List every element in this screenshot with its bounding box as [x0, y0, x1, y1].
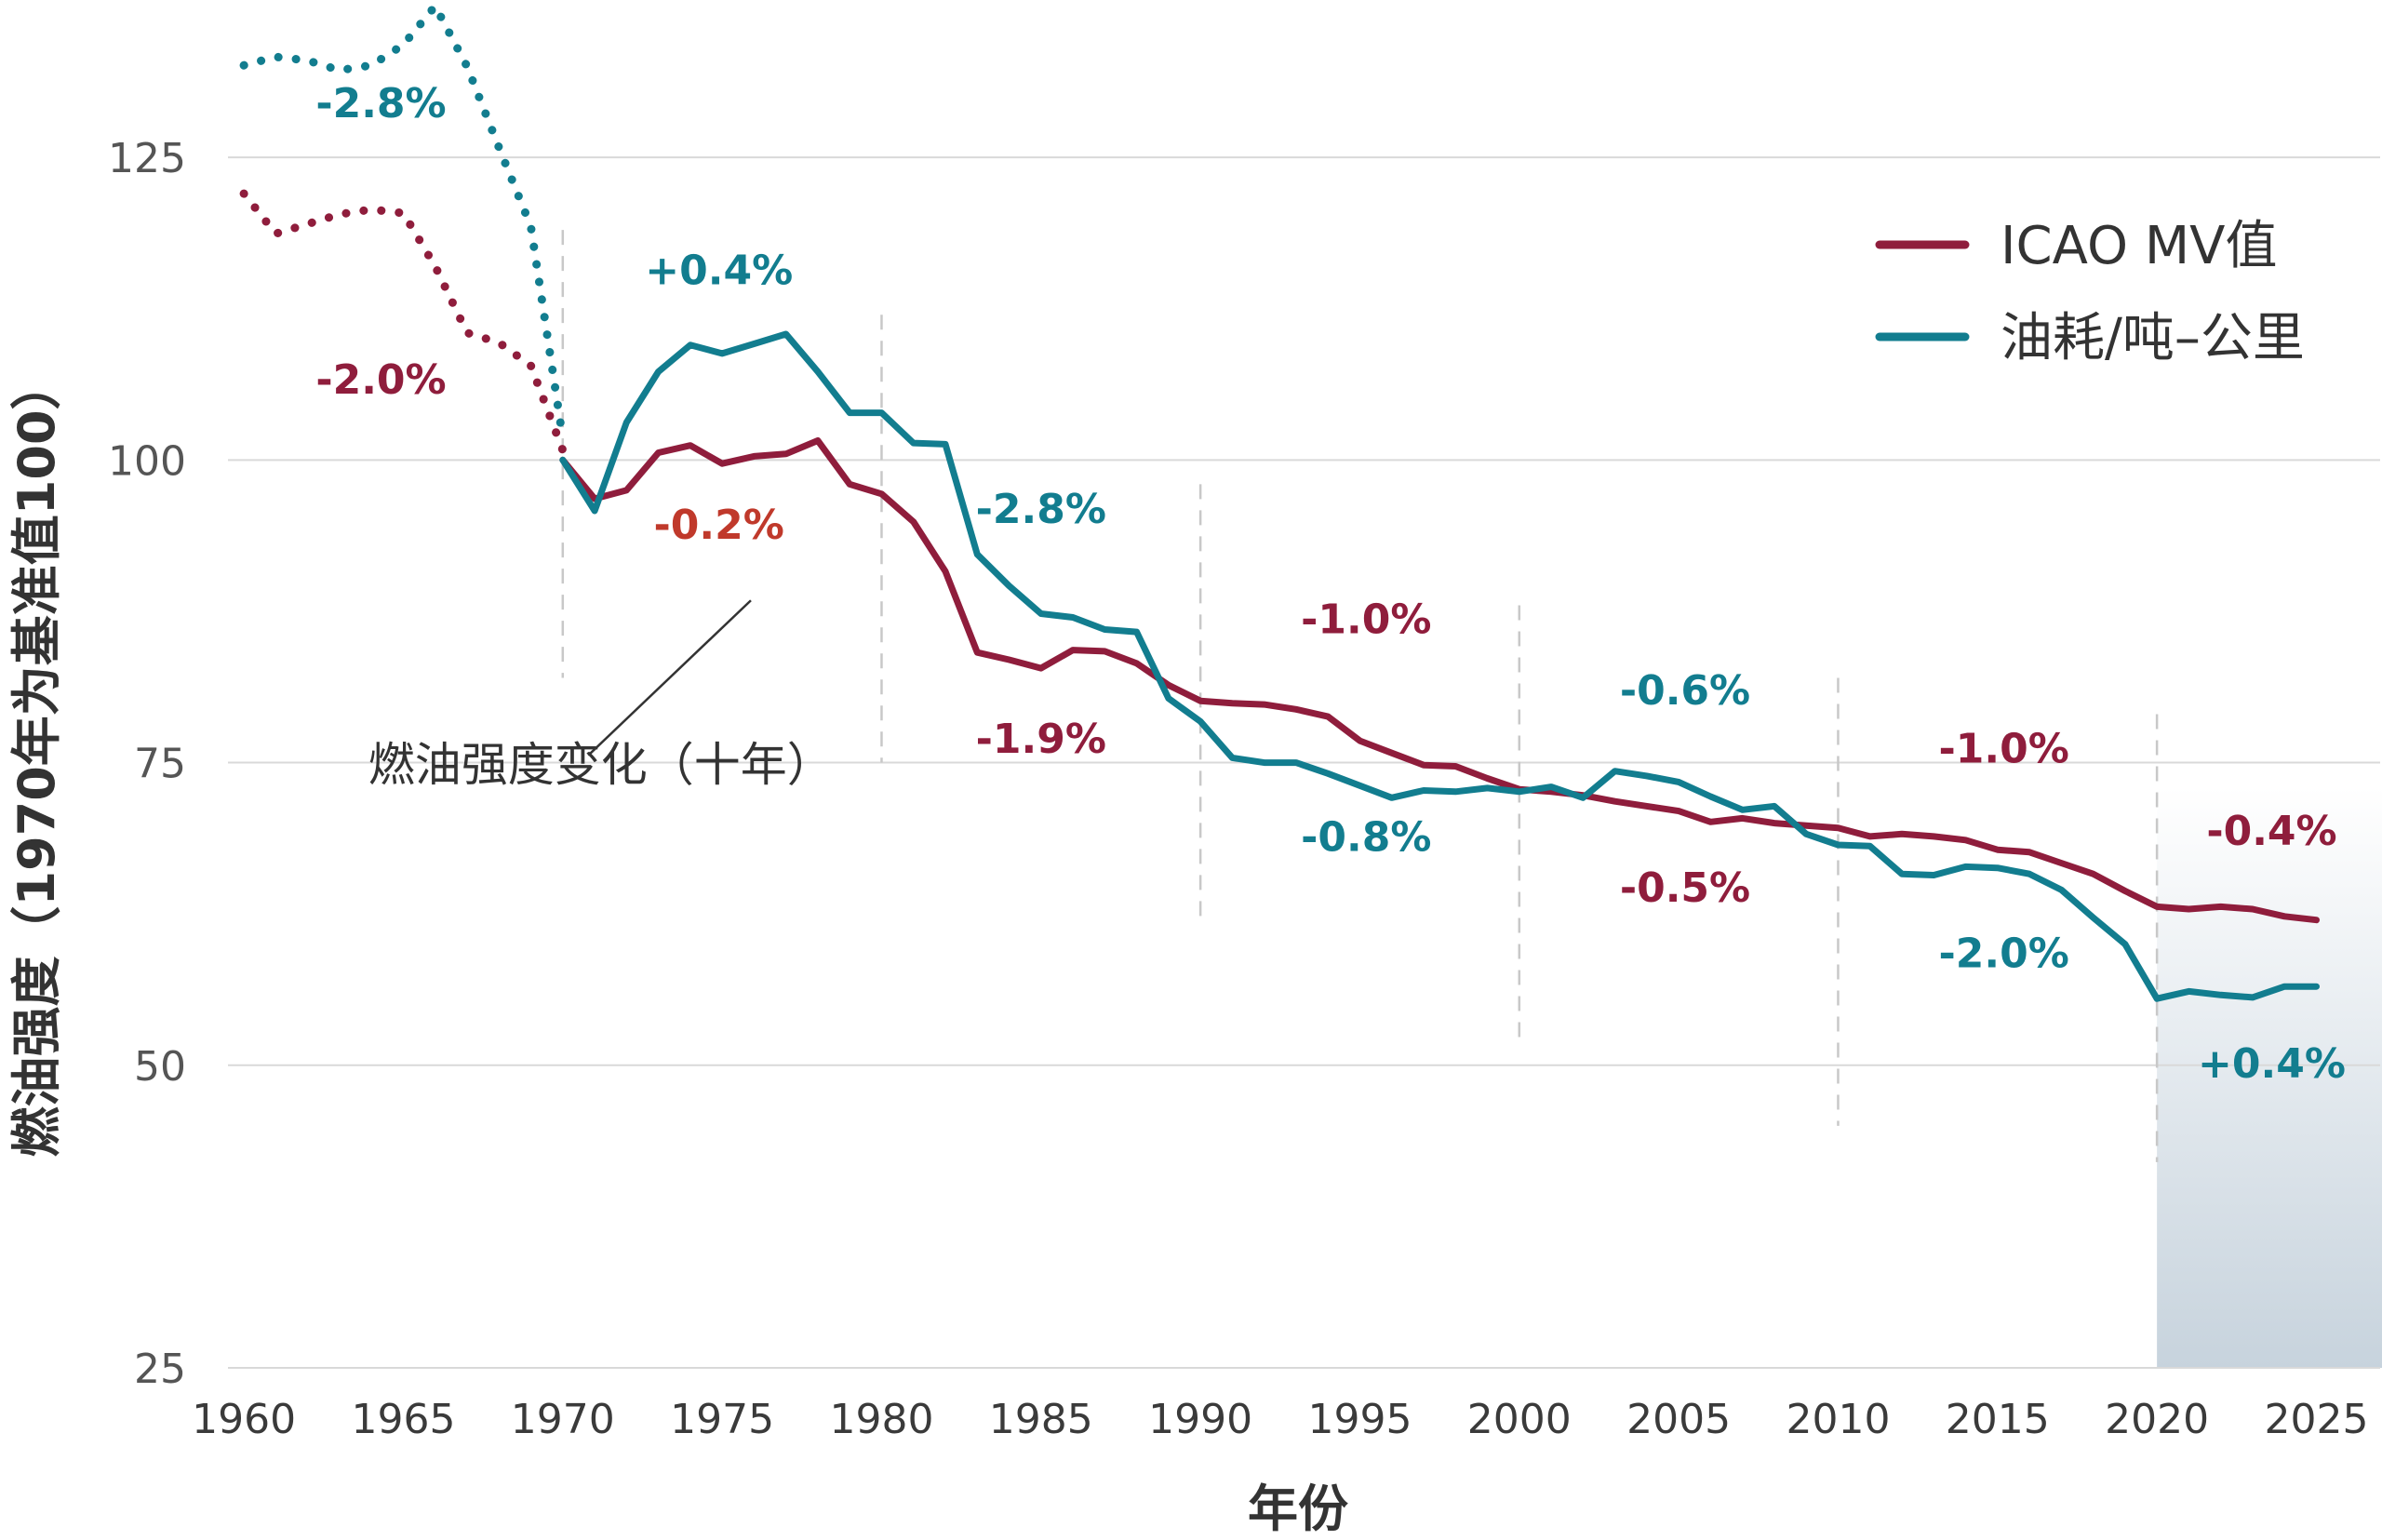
- y-tick-label: 75: [134, 741, 186, 788]
- x-axis-label: 年份: [1248, 1480, 1348, 1538]
- decade-change-label: -1.0%: [1301, 596, 1431, 643]
- y-tick-label: 125: [108, 135, 186, 182]
- decade-change-label: -2.8%: [976, 486, 1106, 533]
- series-mv-line: [559, 437, 2320, 924]
- x-axis-ticks: 1960 1965 1970 1975 1980 1985 1990 1995 2000 2005…: [192, 1396, 2368, 1443]
- x-tick-label: 1990: [1148, 1396, 1252, 1443]
- decade-change-label: -0.6%: [1620, 667, 1750, 715]
- decade-change-label: -0.8%: [1301, 814, 1431, 862]
- decade-dividers: [561, 230, 2159, 1162]
- decade-change-label: -0.2%: [654, 502, 784, 549]
- y-tick-label: 100: [108, 437, 186, 485]
- decade-change-label: -0.5%: [1620, 864, 1750, 912]
- decade-change-label: +0.4%: [645, 248, 793, 295]
- x-tick-label: 1970: [511, 1396, 615, 1443]
- legend-mv-label: ICAO MV值: [2001, 216, 2277, 276]
- legend-fuel-label: 油耗/吨–公里: [2001, 308, 2305, 368]
- annotation-text: 燃油强度变化（十年）: [368, 738, 834, 792]
- x-tick-label: 1995: [1307, 1396, 1412, 1443]
- x-tick-label: 2000: [1467, 1396, 1572, 1443]
- x-tick-label: 2025: [2264, 1396, 2368, 1443]
- x-tick-label: 2005: [1626, 1396, 1731, 1443]
- y-axis-ticks: 25 50 75 100 125: [108, 135, 186, 1393]
- decade-change-label: +0.4%: [2198, 1040, 2346, 1088]
- x-tick-label: 1965: [351, 1396, 455, 1443]
- x-tick-label: 1980: [829, 1396, 933, 1443]
- decade-change-labels: -2.8% -2.0% +0.4% -0.2% -2.8% -1.9% -1.0% -0.8%…: [315, 80, 2346, 1088]
- y-tick-label: 50: [134, 1043, 186, 1091]
- x-tick-label: 1975: [670, 1396, 774, 1443]
- series-fuel-historical-dotted: [239, 0, 568, 443]
- y-tick-label: 25: [134, 1346, 186, 1393]
- decade-change-label: -2.8%: [315, 80, 446, 127]
- series-mv-historical-dotted: [239, 189, 568, 455]
- decade-change-label: -2.0%: [315, 356, 446, 404]
- decade-change-label: -1.9%: [976, 716, 1106, 763]
- x-tick-label: 1985: [989, 1396, 1093, 1443]
- x-tick-label: 2010: [1786, 1396, 1890, 1443]
- x-tick-label: 1960: [192, 1396, 296, 1443]
- y-axis-label: 燃油强度（1970年为基准值100）: [7, 359, 66, 1157]
- x-tick-label: 2020: [2105, 1396, 2209, 1443]
- projection-shaded-area: [2157, 786, 2382, 1368]
- series-fuel-line: [559, 330, 2320, 1002]
- decade-change-label: -2.0%: [1939, 930, 2069, 977]
- x-tick-label: 2015: [1946, 1396, 2050, 1443]
- series-lines: [239, 0, 2320, 1002]
- decade-change-label: -1.0%: [1939, 726, 2069, 773]
- legend: ICAO MV值 油耗/吨–公里: [1875, 216, 2305, 368]
- decade-change-label: -0.4%: [2206, 808, 2336, 855]
- annotation-leader-line: [587, 599, 752, 757]
